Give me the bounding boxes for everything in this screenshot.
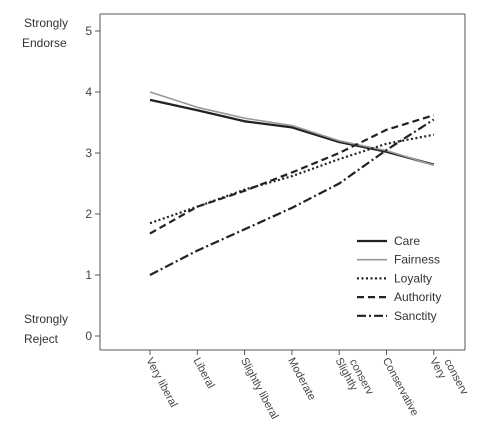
y-end-label-bottom-line1: Strongly: [24, 312, 68, 326]
y-end-label-bottom: Strongly Reject: [24, 312, 68, 346]
y-tick-label: 1: [85, 268, 92, 282]
series-line-sanctity: [149, 118, 435, 276]
legend-label-loyalty: Loyalty: [394, 271, 432, 285]
legend: Care Fairness Loyalty Authority Sanctity: [357, 234, 441, 323]
y-tick-label: 0: [85, 329, 92, 343]
y-end-label-top-line2: Endorse: [22, 36, 67, 50]
series-line-loyalty: [149, 133, 435, 225]
y-end-label-top-line1: Strongly: [24, 16, 68, 30]
y-axis: 0 1 2 3 4 5: [85, 24, 100, 343]
y-tick-label: 2: [85, 207, 92, 221]
series-lines: [149, 91, 435, 276]
y-end-label-top: Strongly Endorse: [22, 16, 68, 50]
plot-frame: [99, 13, 466, 351]
y-tick-label: 5: [85, 24, 92, 38]
legend-label-sanctity: Sanctity: [394, 309, 437, 323]
legend-label-care: Care: [394, 234, 420, 248]
y-end-label-bottom-line2: Reject: [24, 332, 59, 346]
y-tick-label: 3: [85, 146, 92, 160]
series-line-care: [149, 98, 435, 166]
y-tick-label: 4: [85, 85, 92, 99]
legend-label-fairness: Fairness: [394, 253, 440, 267]
series-line-authority: [149, 114, 435, 235]
legend-label-authority: Authority: [394, 290, 441, 304]
